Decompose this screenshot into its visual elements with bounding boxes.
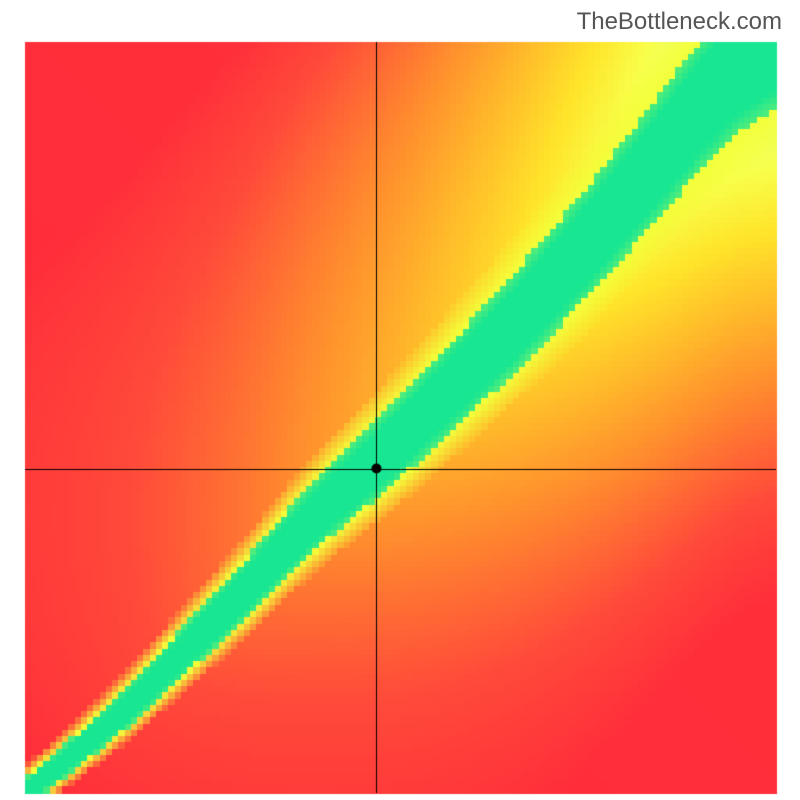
watermark-text: TheBottleneck.com [577,8,782,36]
bottleneck-heatmap [0,0,800,800]
